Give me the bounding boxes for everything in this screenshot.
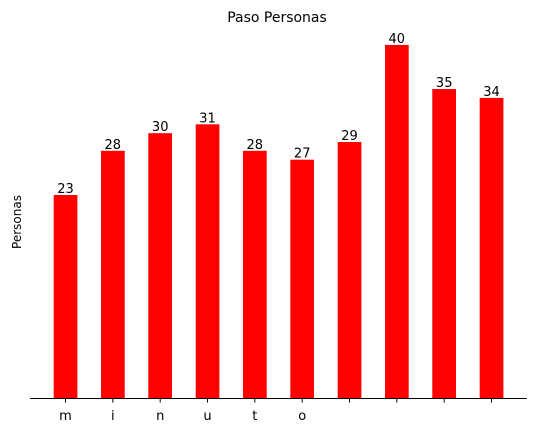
bar-4 [243,150,267,398]
data-label-2: 30 [152,120,169,135]
data-label-4: 28 [247,138,264,153]
bar-0 [53,195,78,398]
y-axis-label: Personas [10,195,24,249]
bar-6 [337,142,362,398]
data-label-6: 29 [341,129,358,144]
x-tick-label-1: i [111,409,115,424]
data-label-3: 31 [199,111,216,126]
data-label-0: 23 [57,182,74,197]
bar-9 [479,97,504,399]
data-label-5: 27 [294,147,311,162]
data-label-8: 35 [436,76,453,91]
x-tick-label-0: m [59,409,72,424]
bar-5 [290,159,314,398]
bar-2 [148,133,172,398]
data-labels-group: 23 28 30 31 28 27 29 40 35 34 [57,32,500,197]
bar-7 [385,44,409,399]
x-tick-label-2: n [156,409,164,424]
x-tick-label-3: u [203,409,211,424]
data-label-9: 34 [483,85,500,100]
x-tick-label-4: t [252,409,257,424]
data-label-7: 40 [389,32,406,47]
bar-3 [195,124,220,399]
bar-8 [432,89,456,398]
bars-group [53,44,504,399]
x-tick-label-5: o [298,409,306,424]
data-label-1: 28 [105,138,122,153]
bar-1 [101,150,125,398]
chart-title: Paso Personas [227,10,327,26]
